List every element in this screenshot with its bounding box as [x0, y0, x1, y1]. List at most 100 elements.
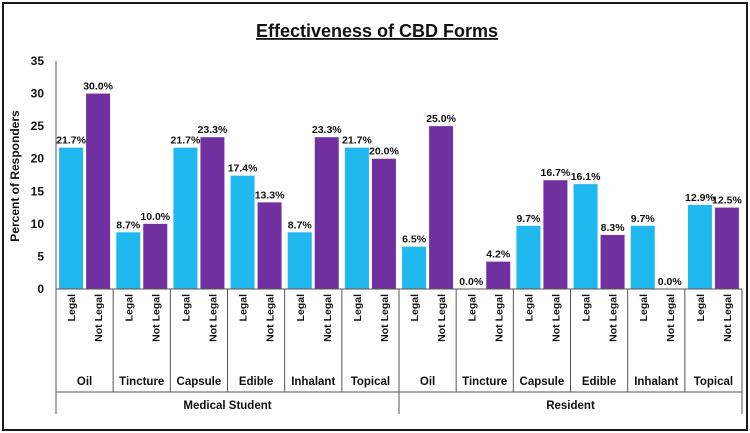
data-label: 21.7% — [56, 135, 86, 147]
form-label: Edible — [239, 376, 274, 388]
data-label: 8.3% — [601, 222, 626, 234]
bar-category-label: Not Legal — [608, 294, 620, 342]
data-label: 21.7% — [342, 135, 372, 147]
data-label: 23.3% — [198, 124, 228, 136]
bar-category-label: Not Legal — [379, 294, 391, 342]
x-axis-labels: Legal Not Legal Oil Legal Not Legal Tincture L… — [66, 294, 734, 412]
bar-medical-student-oil-legal — [59, 147, 84, 289]
y-axis-ticks: 0 5 10 15 20 25 30 35 — [31, 54, 45, 296]
bar-medical-student-topical-not-legal — [371, 158, 396, 289]
y-tick-label: 20 — [31, 152, 45, 166]
data-label: 30.0% — [83, 81, 113, 93]
y-axis-label: Percent of Responders — [8, 110, 22, 242]
chart: Effectiveness of CBD Forms Percent of Re… — [8, 21, 743, 414]
data-label: 8.7% — [116, 219, 141, 231]
form-label: Topical — [351, 376, 390, 388]
y-tick-label: 35 — [31, 54, 45, 68]
bar-resident-oil-not-legal — [429, 126, 454, 290]
bar-medical-student-tincture-not-legal — [143, 223, 168, 289]
data-label: 16.1% — [571, 171, 601, 183]
group-label: Medical Student — [183, 400, 271, 412]
y-tick-label: 30 — [31, 87, 45, 101]
data-label: 0.0% — [459, 276, 484, 288]
data-label: 12.9% — [685, 192, 715, 204]
data-label: 6.5% — [402, 234, 427, 246]
y-tick-label: 10 — [31, 217, 45, 231]
bar-medical-student-oil-not-legal — [86, 93, 111, 289]
data-label: 23.3% — [312, 124, 342, 136]
form-label: Topical — [694, 376, 733, 388]
bar-medical-student-capsule-not-legal — [200, 137, 225, 289]
form-label: Capsule — [177, 376, 222, 388]
bar-category-label: Not Legal — [207, 294, 219, 342]
bar-resident-capsule-not-legal — [543, 180, 568, 289]
data-label: 13.3% — [255, 189, 285, 201]
form-label: Tincture — [119, 376, 164, 388]
bar-resident-tincture-not-legal — [486, 261, 511, 289]
form-label: Tincture — [462, 376, 507, 388]
y-tick-label: 5 — [37, 249, 44, 263]
form-label: Oil — [420, 376, 435, 388]
group-label: Resident — [546, 400, 595, 412]
bar-category-label: Not Legal — [93, 294, 105, 342]
chart-title: Effectiveness of CBD Forms — [256, 21, 498, 41]
bar-category-label: Not Legal — [150, 294, 162, 342]
bar-medical-student-topical-legal — [344, 147, 369, 289]
bar-category-label: Legal — [295, 294, 307, 322]
y-tick-label: 25 — [31, 119, 45, 133]
data-label: 12.5% — [712, 195, 742, 207]
data-labels: 21.7%30.0%8.7%10.0%21.7%23.3%17.4%13.3%8… — [56, 81, 742, 288]
bar-medical-student-edible-not-legal — [257, 202, 282, 289]
form-label: Oil — [77, 376, 92, 388]
bar-resident-topical-not-legal — [714, 207, 739, 289]
form-label: Edible — [582, 376, 617, 388]
bar-resident-capsule-legal — [516, 225, 541, 289]
bar-medical-student-inhalant-not-legal — [314, 137, 339, 289]
bar-category-label: Not Legal — [722, 294, 734, 342]
form-label: Inhalant — [634, 376, 678, 388]
bar-medical-student-tincture-legal — [116, 232, 141, 289]
data-label: 9.7% — [516, 213, 541, 225]
bar-category-label: Legal — [638, 294, 650, 322]
bar-medical-student-edible-legal — [230, 175, 255, 289]
y-tick-label: 0 — [37, 282, 44, 296]
data-label: 20.0% — [369, 146, 399, 158]
bar-category-label: Legal — [695, 294, 707, 322]
data-label: 4.2% — [486, 249, 511, 261]
bar-category-label: Legal — [123, 294, 135, 322]
bar-category-label: Not Legal — [436, 294, 448, 342]
bar-category-label: Legal — [581, 294, 593, 322]
data-label: 9.7% — [631, 213, 656, 225]
axes — [55, 61, 743, 414]
bar-category-label: Legal — [180, 294, 192, 322]
bar-category-label: Not Legal — [493, 294, 505, 342]
bar-resident-oil-legal — [402, 246, 427, 289]
y-tick-label: 15 — [31, 184, 45, 198]
bar-resident-inhalant-legal — [630, 225, 655, 289]
bar-category-label: Not Legal — [322, 294, 334, 342]
bar-category-label: Legal — [352, 294, 364, 322]
form-label: Capsule — [520, 376, 565, 388]
bar-medical-student-inhalant-legal — [287, 232, 312, 289]
bar-category-label: Legal — [523, 294, 535, 322]
bar-category-label: Legal — [466, 294, 478, 322]
data-label: 0.0% — [658, 276, 683, 288]
bar-medical-student-capsule-legal — [173, 147, 198, 289]
data-label: 10.0% — [140, 211, 170, 223]
form-label: Inhalant — [291, 376, 335, 388]
data-label: 17.4% — [228, 163, 258, 175]
bar-resident-edible-not-legal — [600, 234, 625, 289]
bar-category-label: Legal — [238, 294, 250, 322]
data-label: 8.7% — [288, 219, 313, 231]
data-label: 25.0% — [426, 113, 456, 125]
bar-category-label: Not Legal — [665, 294, 677, 342]
bar-resident-edible-legal — [573, 184, 598, 289]
bar-category-label: Not Legal — [265, 294, 277, 342]
bar-category-label: Legal — [409, 294, 421, 322]
bars — [59, 93, 739, 290]
bar-resident-topical-legal — [687, 204, 712, 289]
data-label: 16.7% — [541, 167, 571, 179]
bar-category-label: Not Legal — [550, 294, 562, 342]
bar-category-label: Legal — [66, 294, 78, 322]
